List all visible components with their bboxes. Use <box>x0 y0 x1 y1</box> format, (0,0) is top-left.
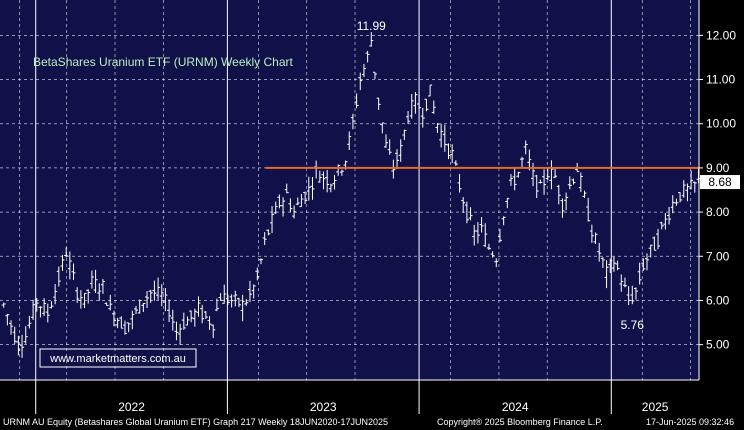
last-price-value: 8.68 <box>708 175 732 189</box>
y-axis: 12.00 11.00 10.00 9.00 8.00 7.00 6.00 5.00 <box>698 0 736 380</box>
footer-copyright: Copyright® 2025 Bloomberg Finance L.P. <box>437 417 603 427</box>
chart-svg: 12.00 11.00 10.00 9.00 8.00 7.00 6.00 5.00 2022… <box>0 0 740 414</box>
plot-area <box>0 0 699 380</box>
y-tick-label: 9.00 <box>706 161 730 175</box>
watermark-box <box>39 348 197 368</box>
chart-title: BetaShares Uranium ETF (URNM) Weekly Cha… <box>33 55 294 69</box>
x-tick-label: 2022 <box>118 400 145 414</box>
y-tick-label: 10.00 <box>706 117 736 131</box>
year-dividers <box>35 0 612 414</box>
y-tick-label: 5.00 <box>706 338 730 352</box>
last-price-tag: 8.68 <box>700 175 740 190</box>
price-bars <box>1 32 701 358</box>
price-annotations: 11.99 5.76 <box>357 19 645 332</box>
last-price-badge <box>700 175 740 190</box>
x-axis: 2022 2023 2024 2025 <box>0 379 699 414</box>
y-tick-label: 11.00 <box>706 73 735 87</box>
y-tick-label: 8.00 <box>706 205 730 219</box>
x-tick-label: 2023 <box>310 400 337 414</box>
y-tick-label: 7.00 <box>706 249 730 263</box>
y-tick-label: 12.00 <box>706 28 736 42</box>
footer-timestamp: 17-Jun-2025 09:32:46 <box>646 417 735 427</box>
x-tick-label: 2024 <box>502 400 529 414</box>
footer-description: URNM AU Equity (Betashares Global Uraniu… <box>3 417 388 427</box>
watermark-link[interactable]: www.marketmatters.com.au <box>49 353 186 365</box>
grid-lines <box>0 0 699 380</box>
chart-footer: URNM AU Equity (Betashares Global Uraniu… <box>0 414 744 430</box>
y-tick-label: 6.00 <box>706 293 730 307</box>
x-tick-label: 2025 <box>642 400 669 414</box>
price-annotation: 5.76 <box>621 318 645 332</box>
price-annotation: 11.99 <box>357 19 386 33</box>
